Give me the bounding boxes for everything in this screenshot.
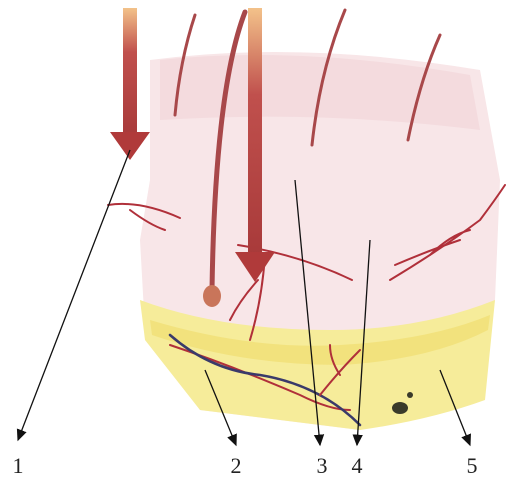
- incoming-arrows: [110, 8, 275, 282]
- skin-block: [140, 52, 500, 430]
- hairs: [173, 8, 442, 307]
- label: 1: [13, 453, 24, 478]
- label: 2: [231, 453, 242, 478]
- label: 3: [317, 453, 328, 478]
- label: 4: [352, 453, 363, 478]
- label: 5: [467, 453, 478, 478]
- pointer-lines: [16, 149, 471, 447]
- vessels: [107, 184, 506, 427]
